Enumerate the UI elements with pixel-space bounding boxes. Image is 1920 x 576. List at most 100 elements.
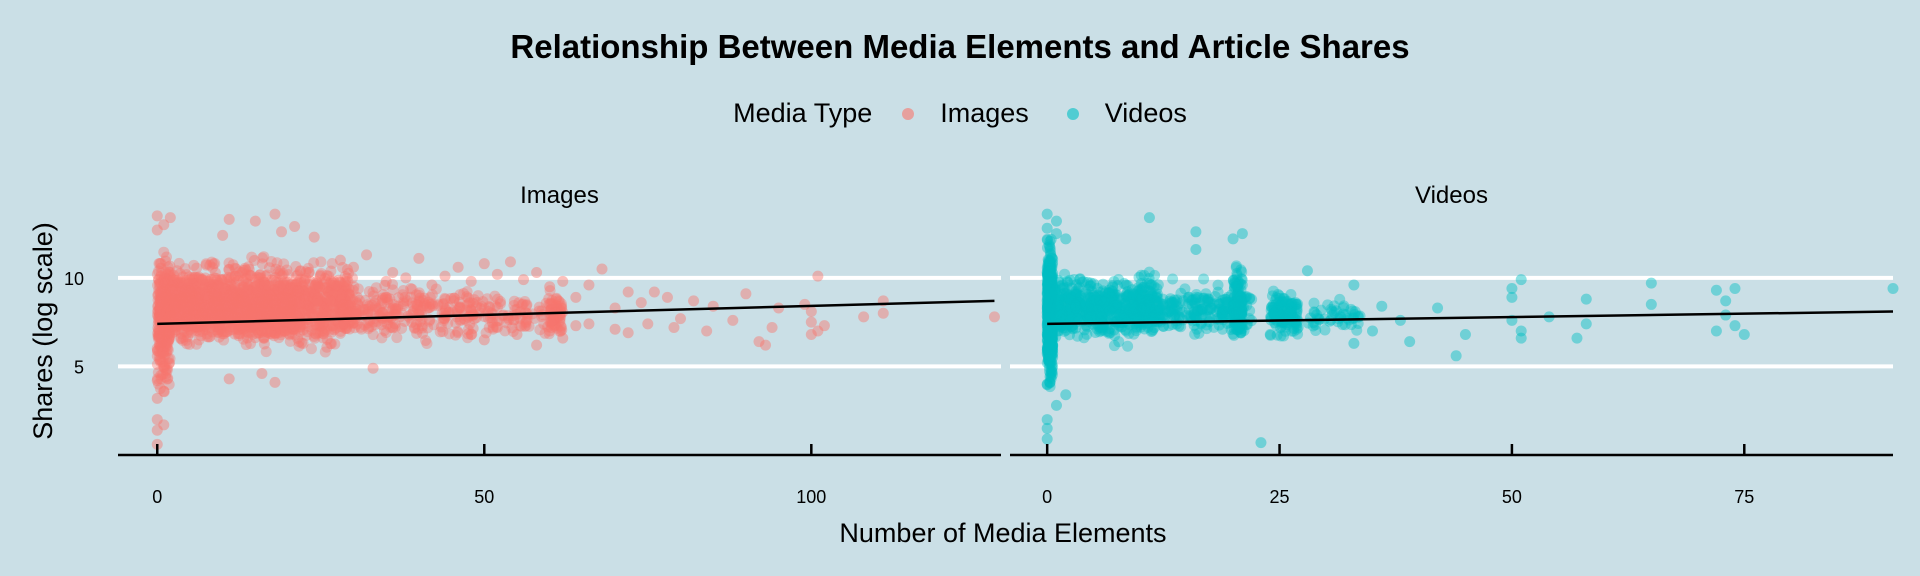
- point-videos: [1118, 278, 1130, 290]
- point-images: [274, 265, 286, 277]
- point-images: [155, 328, 167, 340]
- point-images: [275, 289, 287, 301]
- point-images: [157, 284, 169, 296]
- point-images: [319, 304, 331, 316]
- point-images: [218, 326, 230, 338]
- point-images: [242, 310, 254, 322]
- point-images: [179, 302, 191, 314]
- point-images: [342, 275, 354, 287]
- point-images: [172, 298, 184, 310]
- point-images: [155, 337, 167, 349]
- point-images: [199, 275, 211, 287]
- point-images: [163, 311, 175, 323]
- point-images: [256, 368, 268, 380]
- point-images: [284, 309, 296, 321]
- point-images: [229, 262, 241, 274]
- point-videos: [1069, 299, 1081, 311]
- point-videos: [1085, 280, 1097, 292]
- point-images: [178, 326, 190, 338]
- point-images: [165, 289, 177, 301]
- point-images: [155, 267, 167, 279]
- point-images: [180, 312, 192, 324]
- point-images: [324, 294, 336, 306]
- point-images: [337, 261, 349, 273]
- point-images: [238, 321, 250, 333]
- point-images: [154, 338, 166, 350]
- point-images: [299, 290, 311, 302]
- point-images: [220, 310, 232, 322]
- point-images: [210, 291, 222, 303]
- point-images: [168, 289, 180, 301]
- point-images: [169, 301, 181, 313]
- point-images: [155, 356, 167, 368]
- point-images: [328, 308, 340, 320]
- point-images: [270, 319, 282, 331]
- point-images: [172, 279, 184, 291]
- point-images: [317, 300, 329, 312]
- point-images: [675, 313, 687, 325]
- point-images: [186, 283, 198, 295]
- point-images: [286, 305, 298, 317]
- point-images: [740, 288, 752, 300]
- point-images: [216, 290, 228, 302]
- point-images: [181, 327, 193, 339]
- point-images: [172, 295, 184, 307]
- point-images: [157, 304, 169, 316]
- point-images: [218, 292, 230, 304]
- point-videos: [1515, 274, 1527, 286]
- point-images: [315, 267, 327, 279]
- point-images: [254, 269, 266, 281]
- point-images: [331, 303, 343, 315]
- point-images: [159, 333, 171, 345]
- point-images: [241, 305, 253, 317]
- point-images: [268, 310, 280, 322]
- point-images: [259, 302, 271, 314]
- point-images: [164, 270, 176, 282]
- point-images: [265, 310, 277, 322]
- point-videos: [1729, 282, 1741, 294]
- point-images: [157, 361, 169, 373]
- point-images: [216, 290, 228, 302]
- point-images: [185, 302, 197, 314]
- point-images: [321, 297, 333, 309]
- point-images: [208, 310, 220, 322]
- point-images: [217, 291, 229, 303]
- point-images: [208, 283, 220, 295]
- point-images: [158, 304, 170, 316]
- point-images: [289, 304, 301, 316]
- point-images: [234, 297, 246, 309]
- point-images: [155, 262, 167, 274]
- point-videos: [1506, 282, 1518, 294]
- point-images: [164, 311, 176, 323]
- point-images: [223, 263, 235, 275]
- point-images: [155, 310, 167, 322]
- point-images: [187, 278, 199, 290]
- point-images: [195, 299, 207, 311]
- point-images: [234, 298, 246, 310]
- point-images: [234, 288, 246, 300]
- point-images: [257, 332, 269, 344]
- point-images: [205, 281, 217, 293]
- point-images: [261, 269, 273, 281]
- point-images: [300, 266, 312, 278]
- point-images: [317, 319, 329, 331]
- point-videos: [1236, 228, 1248, 240]
- point-images: [232, 311, 244, 323]
- point-images: [347, 284, 359, 296]
- point-images: [175, 333, 187, 345]
- point-images: [297, 337, 309, 349]
- point-images: [312, 280, 324, 292]
- point-images: [151, 345, 163, 357]
- point-images: [254, 269, 266, 281]
- point-images: [307, 320, 319, 332]
- point-images: [189, 296, 201, 308]
- point-images: [302, 262, 314, 274]
- point-images: [478, 334, 490, 346]
- point-images: [165, 306, 177, 318]
- point-images: [282, 295, 294, 307]
- point-images: [163, 312, 175, 324]
- point-images: [240, 264, 252, 276]
- point-images: [341, 280, 353, 292]
- point-images: [275, 307, 287, 319]
- point-images: [299, 290, 311, 302]
